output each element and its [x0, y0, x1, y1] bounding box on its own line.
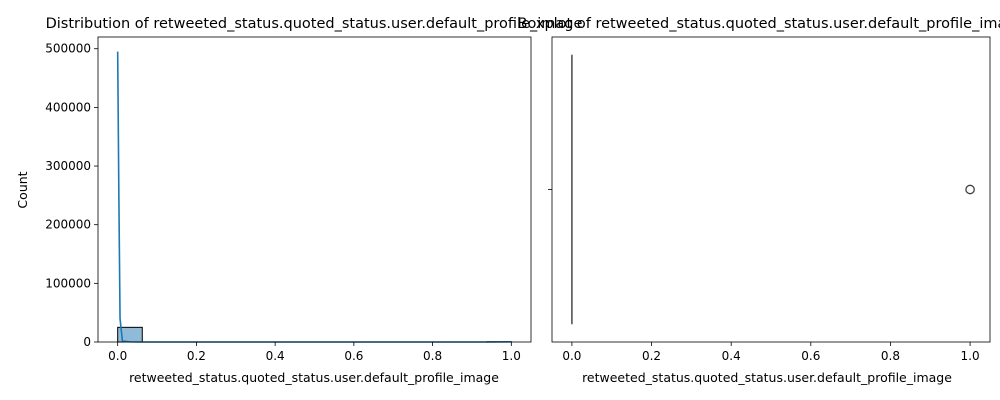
boxplot-x-ticks: 0.0 0.2 0.4 0.6 0.8 1.0 [562, 342, 980, 363]
x-tick-label: 0.2 [642, 349, 661, 363]
boxplot-elements [571, 54, 975, 325]
y-tick-label: 300000 [45, 159, 91, 173]
boxplot-panel: 0.0 0.2 0.4 0.6 0.8 1.0 Boxplot of retweeted_… [518, 16, 1000, 385]
histogram-bars [117, 326, 512, 343]
x-tick-label: 0.0 [562, 349, 581, 363]
histogram-y-ticks: 0 100000 200000 300000 400000 500000 [45, 42, 98, 349]
x-tick-label: 0.6 [801, 349, 820, 363]
histogram-title: Distribution of retweeted_status.quoted_… [46, 16, 583, 32]
histogram-x-label: retweeted_status.quoted_status.user.defa… [129, 370, 499, 385]
boxplot-x-label: retweeted_status.quoted_status.user.defa… [582, 370, 952, 385]
x-tick-label: 0.4 [266, 349, 285, 363]
x-tick-label: 0.0 [108, 349, 127, 363]
x-tick-label: 0.8 [881, 349, 900, 363]
boxplot-title: Boxplot of retweeted_status.quoted_statu… [518, 16, 1000, 32]
histogram-axes-frame [97, 36, 532, 343]
boxplot-axes-frame [551, 36, 991, 343]
outlier-point [965, 184, 975, 195]
x-tick-label: 0.8 [423, 349, 442, 363]
x-tick-label: 1.0 [502, 349, 521, 363]
y-tick-label: 100000 [45, 276, 91, 290]
y-tick-label: 400000 [45, 100, 91, 114]
y-tick-label: 200000 [45, 218, 91, 232]
x-tick-label: 0.2 [187, 349, 206, 363]
x-tick-label: 0.6 [344, 349, 363, 363]
x-tick-label: 0.4 [722, 349, 741, 363]
x-tick-label: 1.0 [961, 349, 980, 363]
histogram-x-ticks: 0.0 0.2 0.4 0.6 0.8 1.0 [108, 342, 521, 363]
histogram-panel: 0.0 0.2 0.4 0.6 0.8 1.0 0 100000 200000 300000 40… [15, 16, 582, 385]
y-tick-label: 500000 [45, 42, 91, 56]
kde-curve [116, 51, 512, 343]
histogram-y-label: Count [15, 171, 30, 208]
y-tick-label: 0 [83, 335, 91, 349]
